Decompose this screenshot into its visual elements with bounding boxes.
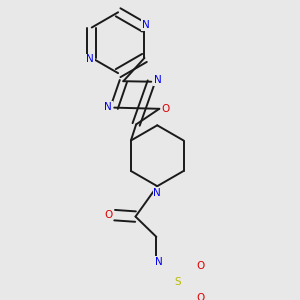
- Text: N: N: [154, 75, 161, 85]
- Text: N: N: [104, 102, 112, 112]
- Text: O: O: [196, 261, 205, 272]
- Text: N: N: [155, 256, 163, 266]
- Text: N: N: [153, 188, 161, 197]
- Text: S: S: [175, 278, 181, 287]
- Text: N: N: [142, 20, 150, 30]
- Text: N: N: [86, 54, 94, 64]
- Text: O: O: [161, 104, 170, 114]
- Text: O: O: [104, 210, 112, 220]
- Text: O: O: [196, 293, 205, 300]
